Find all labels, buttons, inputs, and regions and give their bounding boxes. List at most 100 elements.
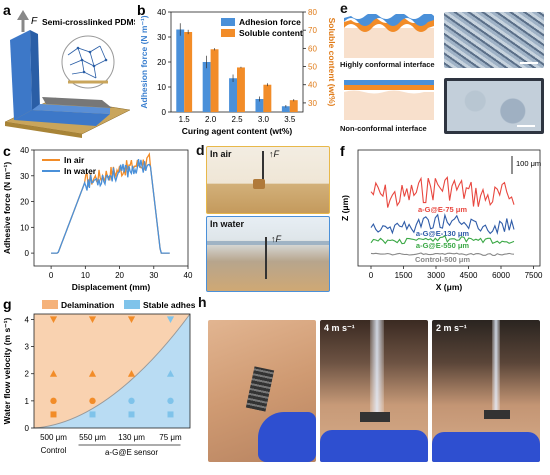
y2-tick-label: 30 (308, 99, 317, 108)
marker-triangle-down (127, 316, 136, 324)
line-in-water (51, 159, 170, 254)
in-water-label: In water (210, 219, 245, 229)
pdms-film-horizontal (14, 110, 110, 126)
glove-hand-2 (432, 432, 540, 462)
photo-flow-2ms: 2 m s⁻¹ (432, 320, 540, 462)
panel-f-chart: f 0 1500 3000 4500 6000 7500 a-G@E-75 μm a-G@E-… (336, 142, 550, 292)
profile-label: a-G@E-75 μm (418, 205, 467, 214)
legend-label-stable: Stable adhesion (143, 300, 195, 310)
panel-label-g: g (3, 296, 12, 312)
plot-frame (33, 149, 189, 267)
photo-in-water: In water ↑F (206, 216, 330, 292)
x-tick-label: 550 μm (79, 433, 106, 442)
x-tick-label: 3000 (427, 271, 445, 280)
peel-strip-water (265, 237, 267, 279)
conformal-label: Highly conformal interface (340, 60, 435, 69)
legend-swatch-stable (124, 300, 140, 309)
x-axis-label: X (μm) (436, 282, 463, 292)
legend-label: Adhesion force (239, 17, 301, 27)
speed-label-4: 4 m s⁻¹ (324, 323, 355, 333)
group-label-control: Control (41, 446, 67, 455)
x-tick-label: 75 μm (159, 433, 182, 442)
y-tick-label: 40 (157, 8, 166, 17)
nonconformal-schematic (344, 80, 434, 120)
panel-g-chart: g 0 1 2 3 4 Delamination Stable adhesion 500 μm… (0, 294, 208, 470)
marker-circle (128, 397, 135, 405)
y-axis-label: Z (μm) (340, 195, 350, 221)
y-tick-label: 0 (25, 424, 30, 433)
sensor-patch (245, 366, 275, 412)
peel-strip (262, 151, 264, 181)
legend-swatch-delamination (42, 300, 58, 309)
bar-adhesion (202, 62, 211, 112)
force-up-icon: ↑F (269, 149, 279, 159)
x-tick-label: 7500 (525, 271, 543, 280)
y-tick-label: 4 (25, 315, 30, 324)
micrograph-conformal (444, 12, 544, 68)
pdms-film-vertical (10, 30, 32, 120)
x-tick-label: 4500 (460, 271, 478, 280)
x-tick-label: 3.5 (284, 115, 296, 124)
water-jet (370, 320, 384, 420)
panel-label-b: b (137, 2, 146, 18)
legend-label: In water (64, 166, 97, 176)
x-tick-label: 10 (81, 271, 90, 280)
y-axis-label: Adhesive force (N m⁻¹) (2, 162, 12, 255)
bar-adhesion (229, 78, 237, 112)
marker-circle (167, 397, 174, 405)
x-tick-label: 40 (184, 271, 193, 280)
marker-circle (89, 397, 96, 405)
profile-line (370, 252, 515, 256)
y-tick-label: 40 (20, 146, 29, 155)
legend-swatch (221, 29, 235, 37)
marker-square (89, 411, 96, 418)
y-tick-label: 2 (25, 370, 30, 379)
y-tick-label: 20 (20, 198, 29, 207)
x-tick-label: 30 (149, 271, 158, 280)
network-zoom-circle (61, 35, 115, 89)
conformal-schematic (344, 14, 434, 58)
force-up-icon-water: ↑F (271, 234, 281, 244)
plot-frame (33, 313, 191, 429)
legend-label: In air (64, 155, 85, 165)
profile-label: a-G@E-550 μm (416, 241, 470, 250)
nonconformal-label: Non-conformal interface (340, 124, 427, 133)
marker-circle (50, 397, 57, 405)
marker-triangle (127, 370, 136, 377)
x-tick-label: 0 (49, 271, 54, 280)
bar-soluble (289, 100, 298, 112)
glove-finger (258, 412, 316, 462)
panel-label-h: h (198, 294, 207, 310)
x-tick-label: 0 (369, 271, 374, 280)
x-tick-label: 500 μm (40, 433, 67, 442)
panel-label-d: d (196, 142, 205, 158)
marker-triangle-down (49, 316, 58, 324)
scale-bar-label: 100 μm (516, 159, 541, 168)
y2-tick-label: 50 (308, 63, 317, 72)
profile-line (370, 176, 515, 208)
x-tick-label: 1500 (395, 271, 413, 280)
plot-frame (357, 149, 541, 267)
panel-label-f: f (340, 143, 345, 159)
legend-label: Soluble content (239, 28, 303, 38)
legend-swatch (221, 18, 235, 26)
bar-adhesion (255, 99, 264, 112)
micrograph-nonconformal (444, 78, 544, 134)
sensor-patch-4 (360, 412, 390, 422)
y2-tick-label: 60 (308, 44, 317, 53)
bar-soluble (237, 67, 245, 112)
panel-a: a F Semi-crosslinked PDMS (0, 0, 140, 140)
y-tick-label: 3 (25, 343, 30, 352)
force-label: F (31, 16, 38, 27)
photo-in-air: In air ↑F (206, 146, 330, 214)
profile-line (370, 213, 515, 235)
panel-label-c: c (3, 143, 11, 159)
profile-label: a-G@E-130 μm (416, 229, 470, 238)
speed-label-2: 2 m s⁻¹ (436, 323, 467, 333)
panel-b-chart: b 0 10 20 30 40 30 40 50 60 70 80 1.5 2.0 2.5 3.0 3.5 Cu… (135, 0, 337, 140)
marker-square (167, 411, 174, 418)
y-tick-label: 0 (162, 108, 167, 117)
y2-tick-label: 80 (308, 8, 317, 17)
boundary-line (33, 313, 191, 429)
profile-line (370, 235, 515, 245)
